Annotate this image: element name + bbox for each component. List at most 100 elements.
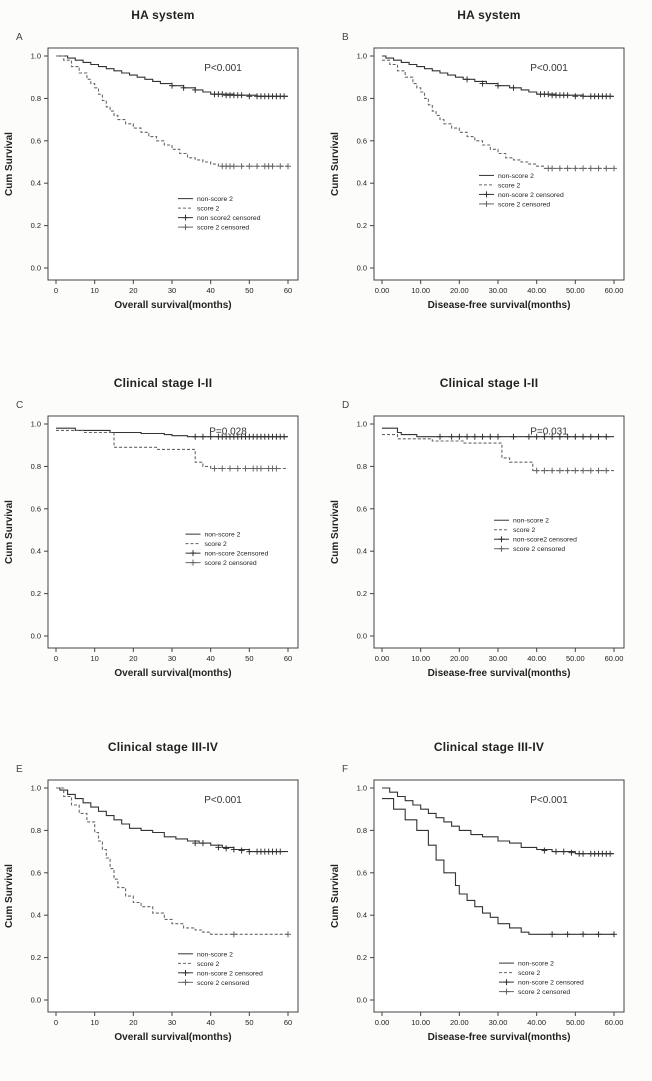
svg-text:40: 40 bbox=[206, 654, 214, 663]
svg-text:score 2 censored: score 2 censored bbox=[197, 225, 249, 232]
svg-text:0.2: 0.2 bbox=[357, 953, 367, 962]
svg-text:50: 50 bbox=[245, 286, 253, 295]
svg-text:20: 20 bbox=[129, 654, 137, 663]
svg-text:F: F bbox=[342, 764, 348, 775]
svg-text:10.00: 10.00 bbox=[411, 1018, 430, 1027]
svg-text:0.8: 0.8 bbox=[31, 94, 41, 103]
svg-text:non-score 2 censored: non-score 2 censored bbox=[197, 970, 263, 977]
km-chart-c: C 0.0 0.2 0.4 0.6 0.8 1.0 0 10 20 30 40 50 60 Overall … bbox=[4, 400, 299, 679]
svg-text:Cum Survival: Cum Survival bbox=[4, 864, 15, 928]
svg-text:non-score 2: non-score 2 bbox=[518, 961, 554, 968]
svg-text:0.8: 0.8 bbox=[31, 826, 41, 835]
svg-text:Overall survival(months): Overall survival(months) bbox=[114, 300, 231, 311]
svg-text:0.2: 0.2 bbox=[31, 953, 41, 962]
svg-text:50.00: 50.00 bbox=[566, 1018, 585, 1027]
svg-text:0.0: 0.0 bbox=[357, 632, 367, 641]
svg-text:0: 0 bbox=[54, 286, 58, 295]
panel-d: Clinical stage I-II D 0.0 0.2 0.4 0.6 0.8 1.0 0… bbox=[326, 352, 652, 716]
panel-a: HA system A 0.0 0.2 0.4 0.6 0.8 1.0 0 10 20 30 40 50… bbox=[0, 0, 326, 352]
svg-text:1.0: 1.0 bbox=[357, 52, 367, 61]
svg-text:Disease-free survival(months): Disease-free survival(months) bbox=[428, 668, 571, 679]
svg-text:non-score 2: non-score 2 bbox=[205, 532, 241, 539]
svg-text:50: 50 bbox=[245, 654, 253, 663]
svg-text:P<0.001: P<0.001 bbox=[530, 795, 568, 806]
svg-text:Overall survival(months): Overall survival(months) bbox=[114, 668, 231, 679]
svg-text:40.00: 40.00 bbox=[527, 1018, 546, 1027]
svg-text:0.00: 0.00 bbox=[375, 286, 390, 295]
svg-text:1.0: 1.0 bbox=[31, 52, 41, 61]
svg-text:Disease-free survival(months): Disease-free survival(months) bbox=[428, 1032, 571, 1043]
svg-text:0.0: 0.0 bbox=[357, 264, 367, 273]
svg-text:0.0: 0.0 bbox=[357, 996, 367, 1005]
svg-text:30.00: 30.00 bbox=[489, 1018, 508, 1027]
panel-f-title: Clinical stage III-IV bbox=[433, 740, 545, 754]
svg-text:0.4: 0.4 bbox=[31, 179, 41, 188]
panel-e: Clinical stage III-IV E 0.0 0.2 0.4 0.6 0.8 1.… bbox=[0, 716, 326, 1081]
svg-text:0.2: 0.2 bbox=[357, 589, 367, 598]
svg-text:0.00: 0.00 bbox=[375, 654, 390, 663]
svg-text:E: E bbox=[16, 764, 23, 775]
svg-text:0.8: 0.8 bbox=[357, 462, 367, 471]
svg-text:30.00: 30.00 bbox=[489, 286, 508, 295]
svg-text:0.6: 0.6 bbox=[357, 868, 367, 877]
svg-text:0.8: 0.8 bbox=[357, 826, 367, 835]
svg-text:30: 30 bbox=[168, 286, 176, 295]
panel-b: HA system B 0.0 0.2 0.4 0.6 0.8 1.0 0.00 10.00 20… bbox=[326, 0, 652, 352]
svg-text:P=0.031: P=0.031 bbox=[530, 427, 568, 438]
svg-text:0.0: 0.0 bbox=[31, 996, 41, 1005]
svg-text:non-score2 censored: non-score2 censored bbox=[513, 537, 577, 544]
svg-text:10: 10 bbox=[90, 1018, 98, 1027]
panel-b-title: HA system bbox=[457, 8, 521, 22]
svg-text:0.2: 0.2 bbox=[357, 221, 367, 230]
svg-text:0.8: 0.8 bbox=[31, 462, 41, 471]
svg-text:20: 20 bbox=[129, 286, 137, 295]
svg-text:P<0.001: P<0.001 bbox=[204, 795, 242, 806]
svg-text:Cum Survival: Cum Survival bbox=[330, 132, 341, 196]
km-chart-e: E 0.0 0.2 0.4 0.6 0.8 1.0 0 10 20 30 40 50 60 Overall … bbox=[4, 764, 299, 1043]
svg-text:P<0.001: P<0.001 bbox=[530, 63, 568, 74]
svg-text:score 2 censored: score 2 censored bbox=[205, 560, 257, 567]
svg-text:non-score 2 censored: non-score 2 censored bbox=[498, 192, 564, 199]
panel-c-title: Clinical stage I-II bbox=[113, 376, 213, 390]
svg-text:score 2: score 2 bbox=[518, 970, 541, 977]
svg-text:0.6: 0.6 bbox=[357, 136, 367, 145]
svg-text:0.2: 0.2 bbox=[31, 221, 41, 230]
svg-text:score 2: score 2 bbox=[205, 541, 228, 548]
svg-text:score 2: score 2 bbox=[513, 527, 536, 534]
svg-text:0.00: 0.00 bbox=[375, 1018, 390, 1027]
svg-text:60.00: 60.00 bbox=[605, 286, 624, 295]
svg-text:60: 60 bbox=[284, 286, 292, 295]
svg-text:10: 10 bbox=[90, 286, 98, 295]
svg-text:Cum Survival: Cum Survival bbox=[330, 500, 341, 564]
svg-text:non-score 2censored: non-score 2censored bbox=[205, 551, 269, 558]
svg-text:40.00: 40.00 bbox=[527, 286, 546, 295]
svg-text:score 2 censored: score 2 censored bbox=[498, 201, 550, 208]
svg-text:non-score 2: non-score 2 bbox=[498, 173, 534, 180]
svg-text:P=0.028: P=0.028 bbox=[209, 427, 247, 438]
panel-d-title: Clinical stage I-II bbox=[439, 376, 539, 390]
svg-text:30: 30 bbox=[168, 1018, 176, 1027]
svg-text:10.00: 10.00 bbox=[411, 654, 430, 663]
svg-text:0.4: 0.4 bbox=[357, 547, 367, 556]
svg-text:20.00: 20.00 bbox=[450, 654, 469, 663]
svg-text:score 2 censored: score 2 censored bbox=[518, 989, 570, 996]
svg-text:0.4: 0.4 bbox=[357, 179, 367, 188]
svg-text:A: A bbox=[16, 32, 23, 43]
svg-text:score 2: score 2 bbox=[197, 961, 220, 968]
svg-text:50.00: 50.00 bbox=[566, 286, 585, 295]
svg-text:1.0: 1.0 bbox=[31, 420, 41, 429]
svg-text:Cum Survival: Cum Survival bbox=[4, 500, 15, 564]
svg-text:10.00: 10.00 bbox=[411, 286, 430, 295]
svg-text:Cum Survival: Cum Survival bbox=[4, 132, 15, 196]
svg-text:20.00: 20.00 bbox=[450, 286, 469, 295]
svg-text:score 2: score 2 bbox=[498, 182, 521, 189]
svg-text:30: 30 bbox=[168, 654, 176, 663]
svg-text:B: B bbox=[342, 32, 349, 43]
svg-text:non-score 2: non-score 2 bbox=[197, 196, 233, 203]
svg-text:50: 50 bbox=[245, 1018, 253, 1027]
svg-text:40: 40 bbox=[206, 1018, 214, 1027]
svg-text:0.2: 0.2 bbox=[31, 589, 41, 598]
km-chart-d: D 0.0 0.2 0.4 0.6 0.8 1.0 0.00 10.00 20.00 30.00 40… bbox=[330, 400, 625, 679]
svg-text:C: C bbox=[16, 400, 23, 411]
